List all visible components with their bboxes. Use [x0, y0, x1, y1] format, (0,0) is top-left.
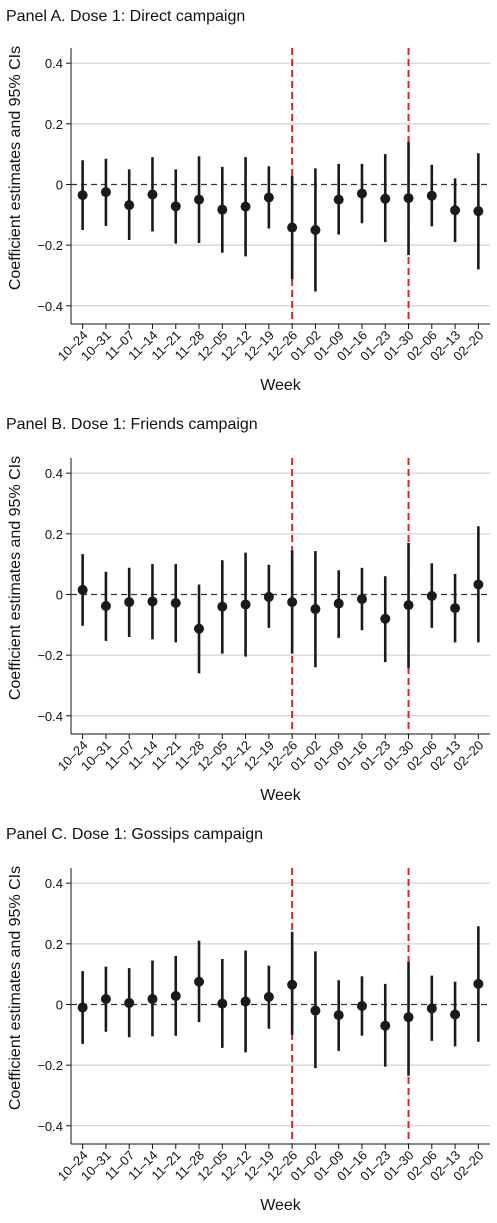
point-estimate	[263, 991, 274, 1002]
y-tick-label: 0.4	[45, 466, 63, 481]
point-estimate	[450, 1009, 461, 1020]
point-estimate	[240, 996, 251, 1007]
y-axis-title: Coefficient estimates and 95% CIs	[7, 46, 24, 290]
point-estimate	[147, 596, 158, 607]
point-estimate	[217, 204, 228, 215]
point-estimate	[287, 222, 298, 233]
y-tick-label: 0	[56, 177, 63, 192]
y-tick-label: 0.2	[45, 937, 63, 952]
point-estimate	[403, 193, 414, 204]
point-estimate	[124, 997, 135, 1008]
y-axis-title: Coefficient estimates and 95% CIs	[7, 456, 24, 700]
point-estimate	[124, 200, 135, 211]
y-tick-label: −0.4	[37, 299, 63, 314]
point-estimate	[356, 1001, 367, 1011]
point-estimate	[287, 979, 298, 990]
point-estimate	[263, 192, 274, 203]
point-estimate	[287, 597, 298, 608]
point-estimate	[426, 1003, 437, 1014]
point-estimate	[77, 584, 88, 595]
point-estimate	[356, 594, 367, 605]
y-tick-label: −0.2	[37, 1058, 63, 1073]
point-estimate	[194, 623, 205, 634]
y-tick-label: −0.4	[37, 1119, 63, 1134]
y-tick-label: 0.4	[45, 56, 63, 71]
point-estimate	[194, 976, 205, 987]
y-tick-label: 0.4	[45, 876, 63, 891]
point-estimate	[333, 194, 344, 205]
point-estimate	[473, 579, 484, 590]
point-estimate	[356, 188, 367, 199]
point-estimate	[310, 224, 321, 235]
point-estimate	[473, 206, 484, 217]
point-estimate	[240, 599, 251, 610]
point-estimate	[100, 601, 111, 612]
point-estimate	[240, 201, 251, 212]
point-estimate	[333, 1010, 344, 1021]
point-estimate	[170, 597, 181, 608]
y-axis-title: Coefficient estimates and 95% CIs	[7, 866, 24, 1110]
point-estimate	[473, 978, 484, 989]
point-estimate	[170, 201, 181, 212]
point-estimate	[380, 613, 391, 624]
point-estimate	[194, 194, 205, 205]
point-estimate	[263, 591, 274, 602]
point-estimate	[310, 604, 321, 615]
y-tick-label: −0.4	[37, 709, 63, 724]
point-estimate	[426, 591, 437, 601]
point-estimate	[380, 193, 391, 204]
y-tick-label: 0.2	[45, 527, 63, 542]
panel-title: Panel B. Dose 1: Friends campaign	[6, 416, 258, 433]
point-estimate	[147, 994, 158, 1005]
x-axis-title: Week	[260, 1197, 302, 1214]
y-tick-label: −0.2	[37, 648, 63, 663]
y-tick-label: −0.2	[37, 238, 63, 253]
y-tick-label: 0	[56, 997, 63, 1012]
y-tick-label: 0.2	[45, 117, 63, 132]
point-estimate	[403, 600, 414, 611]
point-estimate	[310, 1005, 321, 1016]
point-estimate	[147, 189, 158, 200]
x-axis-title: Week	[260, 377, 302, 394]
point-estimate	[77, 1002, 88, 1013]
panel-title: Panel C. Dose 1: Gossips campaign	[6, 826, 263, 843]
point-estimate	[217, 998, 228, 1009]
panel-title: Panel A. Dose 1: Direct campaign	[6, 8, 245, 25]
point-estimate	[403, 1012, 414, 1023]
y-tick-label: 0	[56, 587, 63, 602]
point-estimate	[217, 601, 228, 612]
point-estimate	[100, 994, 111, 1005]
point-estimate	[170, 990, 181, 1001]
point-estimate	[426, 190, 437, 201]
point-estimate	[77, 190, 88, 201]
point-estimate	[450, 205, 461, 216]
point-estimate	[124, 597, 135, 608]
point-estimate	[380, 1020, 391, 1031]
x-axis-title: Week	[260, 787, 302, 804]
point-estimate	[100, 187, 111, 198]
point-estimate	[333, 598, 344, 609]
point-estimate	[450, 603, 461, 614]
